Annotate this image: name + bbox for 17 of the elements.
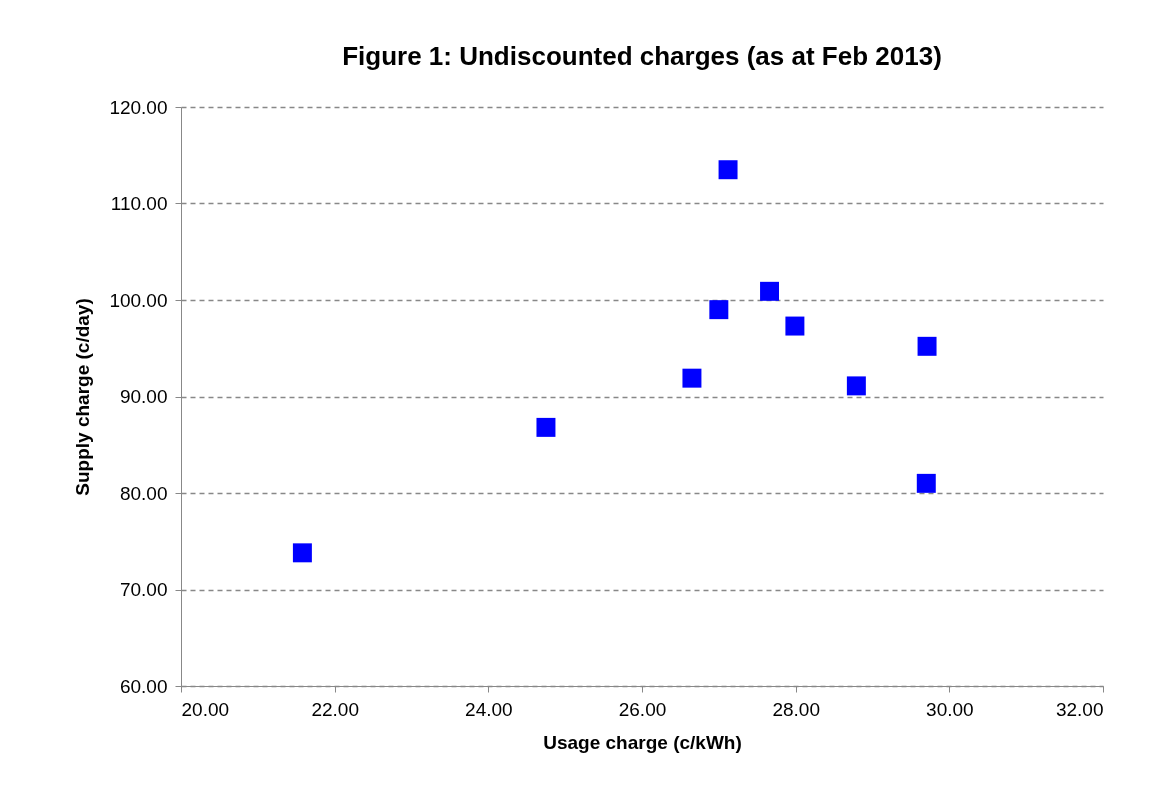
x-tick-label: 24.00 — [465, 698, 513, 720]
y-tick-label: 100.00 — [109, 289, 168, 311]
y-tick-label: 90.00 — [119, 386, 168, 407]
y-tick-label: 110.00 — [110, 193, 168, 214]
y-tick-label: 120.00 — [109, 96, 168, 118]
x-tick-label: 22.00 — [311, 698, 359, 720]
y-tick-label: 60.00 — [119, 675, 168, 697]
y-tick-label: 70.00 — [119, 579, 168, 600]
x-tick-label: 26.00 — [618, 698, 667, 720]
chart-title: Figure 1: Undiscounted charges (as at Feb 2013) — [342, 41, 942, 71]
x-tick-label: 32.00 — [1055, 698, 1104, 720]
y-tick-label: 80.00 — [119, 482, 168, 504]
y-axis-title: Supply charge (c/day) — [72, 298, 94, 496]
x-tick-label: 20.00 — [181, 698, 230, 720]
x-tick-label: 30.00 — [926, 698, 974, 720]
x-tick-label: 28.00 — [772, 698, 820, 720]
x-axis-title: Usage charge (c/kWh) — [543, 731, 742, 753]
